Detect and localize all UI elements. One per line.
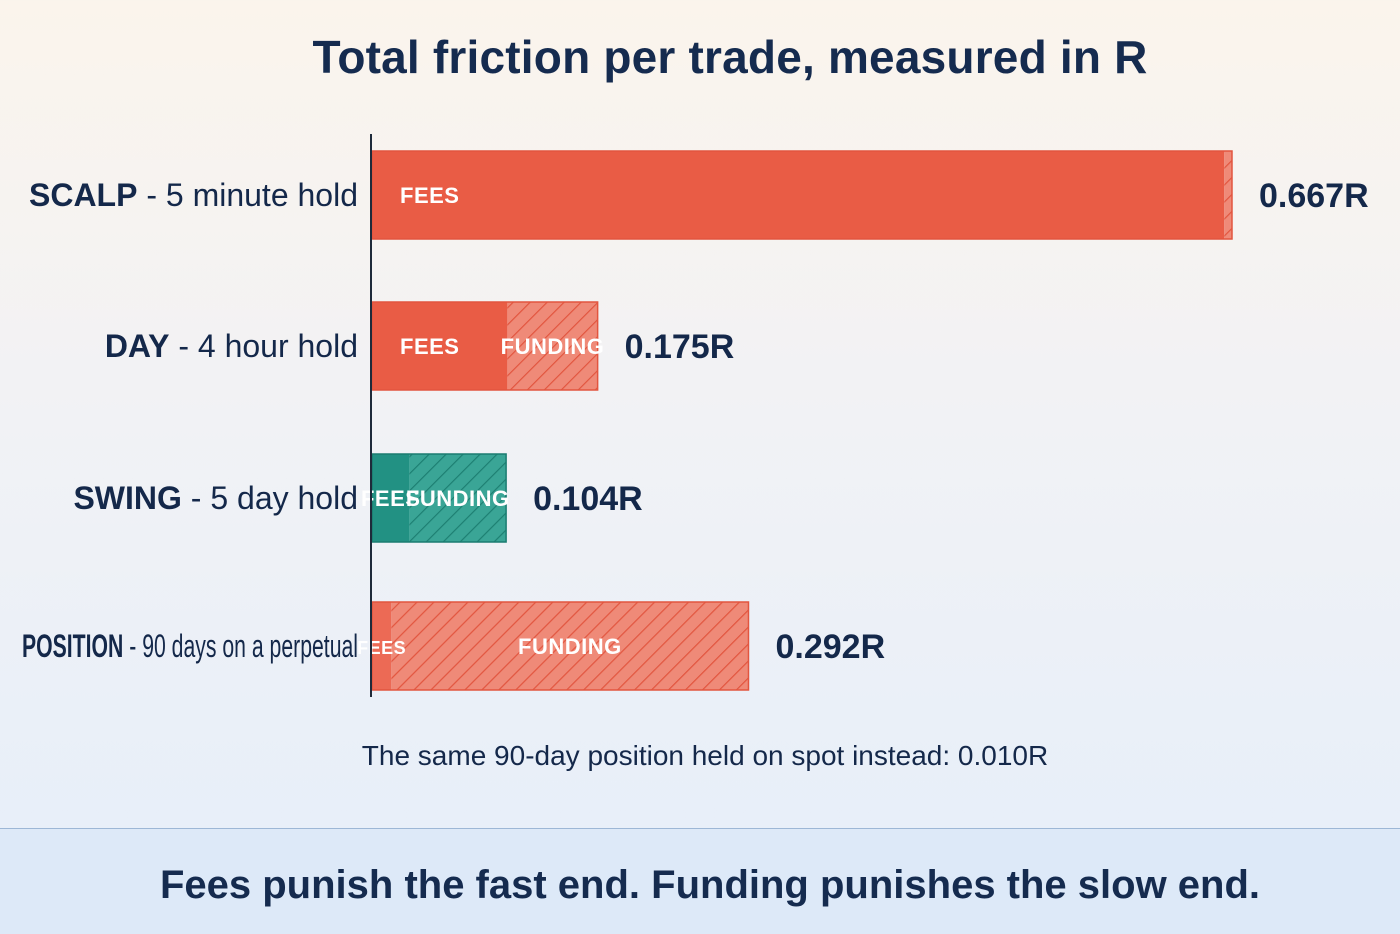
fees-bar-segment bbox=[372, 302, 508, 390]
fees-bar-segment bbox=[372, 602, 392, 690]
friction-bar-chart: SCALP - 5 minute hold FEES 0.667R DAY - 4 h… bbox=[22, 134, 1369, 697]
fees-segment-label: FEES bbox=[357, 638, 406, 658]
funding-bar-segment bbox=[391, 602, 749, 690]
total-value-label: 0.104R bbox=[533, 480, 643, 518]
labels-layer: SCALP - 5 minute hold FEES 0.667R DAY - 4 h… bbox=[22, 177, 1369, 666]
fees-segment-label: FEES bbox=[400, 183, 459, 208]
category-label: DAY - 4 hour hold bbox=[105, 328, 358, 364]
footer-banner: Fees punish the fast end. Funding punish… bbox=[0, 828, 1400, 934]
chart-title: Total friction per trade, measured in R bbox=[312, 31, 1148, 83]
total-value-label: 0.667R bbox=[1259, 177, 1369, 215]
category-label: SWING - 5 day hold bbox=[73, 480, 358, 516]
category-label: SCALP - 5 minute hold bbox=[29, 177, 358, 213]
spot-comparison-note: The same 90-day position held on spot in… bbox=[361, 740, 1049, 771]
category-label: POSITION - 90 days on a perpetual bbox=[22, 628, 358, 664]
total-value-label: 0.292R bbox=[775, 628, 885, 666]
bars-layer bbox=[371, 150, 1233, 691]
funding-bar-segment bbox=[409, 454, 507, 542]
funding-segment-label: FUNDING bbox=[406, 486, 510, 511]
funding-segment-label: FUNDING bbox=[501, 334, 605, 359]
fees-bar-segment bbox=[372, 454, 410, 542]
funding-segment-label: FUNDING bbox=[518, 634, 622, 659]
fees-segment-label: FEES bbox=[400, 334, 459, 359]
funding-bar-segment bbox=[1224, 151, 1232, 239]
fees-bar-segment bbox=[372, 151, 1225, 239]
funding-bar-segment bbox=[507, 302, 598, 390]
total-value-label: 0.175R bbox=[625, 328, 735, 366]
footer-takeaway: Fees punish the fast end. Funding punish… bbox=[159, 863, 1261, 907]
